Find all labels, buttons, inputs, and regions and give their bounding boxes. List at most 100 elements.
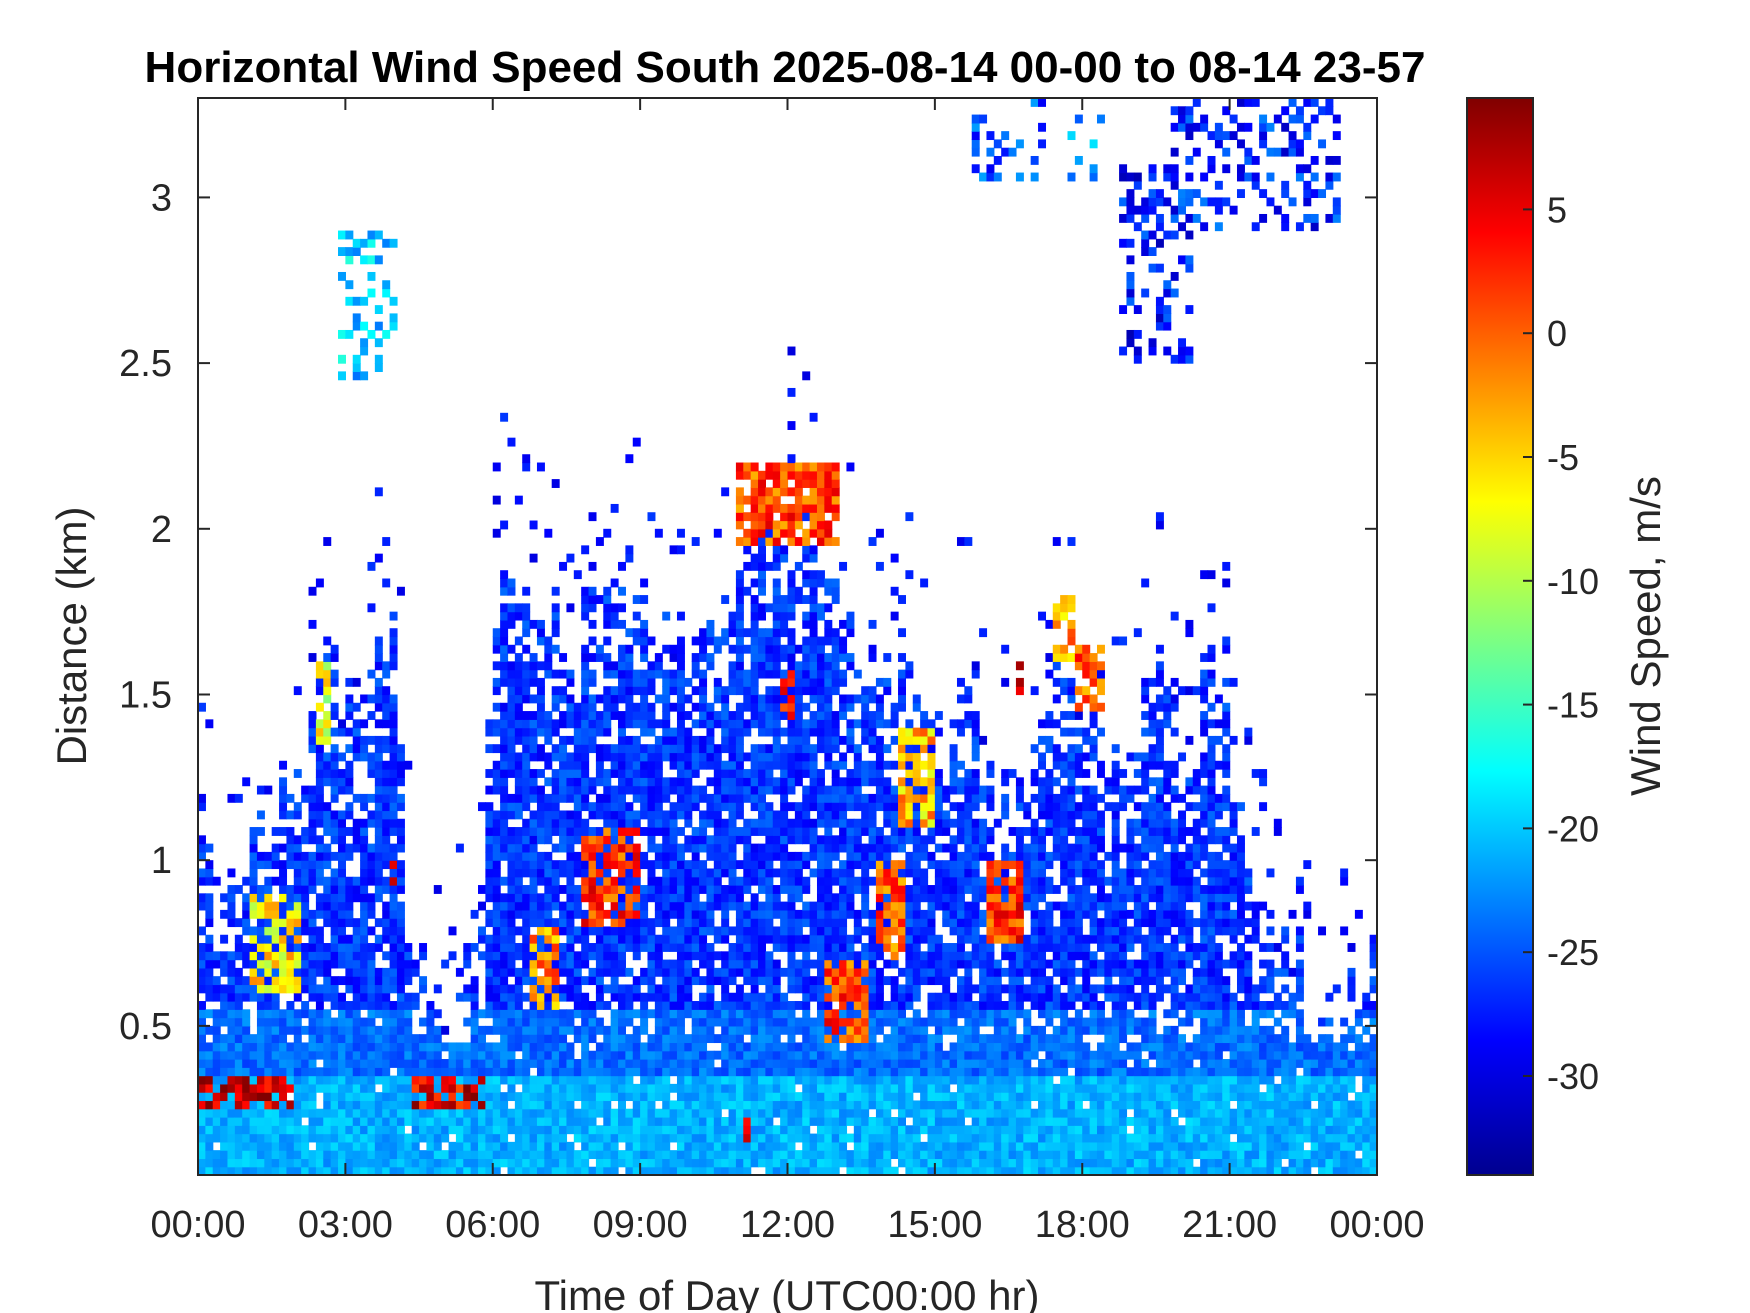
heatmap-cell [323,1141,332,1151]
heatmap-cell [330,876,339,886]
heatmap-cell [559,1083,568,1093]
heatmap-cell [566,735,575,745]
heatmap-cell [198,1166,206,1175]
heatmap-cell [669,1166,678,1175]
heatmap-cell [374,1025,383,1035]
heatmap-cell [750,528,759,538]
heatmap-cell [684,1092,693,1102]
heatmap-cell [691,851,700,861]
heatmap-cells [198,98,1377,1175]
heatmap-cell [566,1100,575,1110]
heatmap-cell [595,644,604,654]
heatmap-cell [323,951,332,961]
heatmap-cell [618,1050,626,1060]
heatmap-cell [279,926,288,936]
heatmap-cell [264,893,273,903]
heatmap-cell [735,520,744,530]
heatmap-cell [721,1133,730,1143]
heatmap-cell [625,868,634,878]
heatmap-cell [536,943,545,952]
heatmap-cell [794,677,803,687]
heatmap-cell [787,454,796,464]
heatmap-cell [514,694,523,704]
heatmap-cell [485,885,494,894]
heatmap-cell [787,661,796,671]
heatmap-cell [411,1141,420,1151]
heatmap-cell [684,860,693,870]
heatmap-cell [411,1092,420,1102]
heatmap-cell [831,719,840,729]
heatmap-cell [315,578,324,588]
heatmap-cell [809,1133,818,1143]
heatmap-cell [485,835,494,845]
heatmap-cell [566,885,575,894]
heatmap-cell [787,785,796,795]
heatmap-cell [875,752,884,762]
heatmap-cell [794,810,803,820]
heatmap-cell [581,785,590,795]
heatmap-cell [846,1083,855,1093]
heatmap-cell [514,769,523,778]
heatmap-cell [507,1158,516,1168]
heatmap-cell [338,943,346,952]
heatmap-cell [875,1001,884,1010]
heatmap-cell [603,827,612,836]
heatmap-cell [676,1150,685,1160]
heatmap-cell [618,1150,626,1160]
heatmap-cell [330,1108,339,1118]
heatmap-cell [389,1042,398,1052]
heatmap-cell [566,1125,575,1135]
heatmap-cell [640,694,649,704]
heatmap-cell [647,1141,656,1151]
heatmap-cell [839,835,848,845]
heatmap-cell [220,1166,229,1175]
heatmap-cell [640,967,649,977]
heatmap-cell [360,1075,369,1085]
heatmap-cell [816,926,825,936]
heatmap-cell [559,1009,568,1019]
heatmap-cell [573,1158,582,1168]
heatmap-cell [654,885,663,894]
heatmap-cell [868,810,877,820]
heatmap-cell [735,661,744,671]
heatmap-cell [890,1059,899,1068]
heatmap-cell [699,1158,708,1168]
heatmap-cell [625,719,634,729]
heatmap-cell [514,661,523,671]
heatmap-cell [735,769,744,778]
heatmap-cell [536,1133,545,1143]
heatmap-cell [772,694,781,704]
heatmap-cell [758,661,766,671]
heatmap-cell [787,1150,796,1160]
heatmap-cell [234,1133,243,1143]
heatmap-cell [360,843,369,853]
heatmap-cell [581,744,590,754]
heatmap-cell [441,1025,450,1035]
heatmap-cell [883,744,892,754]
heatmap-cell [227,901,236,911]
heatmap-cell [676,719,685,729]
heatmap-cell [839,777,848,787]
heatmap-cell [603,1092,612,1102]
heatmap-cell [529,1050,538,1060]
heatmap-cell [780,1017,789,1027]
heatmap-cell [198,868,206,878]
heatmap-cell [824,802,833,812]
heatmap-cell [691,1117,700,1126]
heatmap-cell [640,1108,649,1118]
heatmap-cell [758,1075,766,1085]
heatmap-cell [264,918,273,928]
heatmap-cell [492,1133,501,1143]
heatmap-cell [227,1125,236,1135]
heatmap-cell [286,901,295,911]
heatmap-cell [802,992,811,1002]
heatmap-cell [330,1100,339,1110]
heatmap-cell [890,1017,899,1027]
heatmap-cell [536,1150,545,1160]
heatmap-cell [478,1141,486,1151]
heatmap-cell [676,677,685,687]
heatmap-cell [846,1034,855,1044]
heatmap-cell [374,793,383,803]
heatmap-cell [831,1092,840,1102]
heatmap-cell [735,644,744,654]
